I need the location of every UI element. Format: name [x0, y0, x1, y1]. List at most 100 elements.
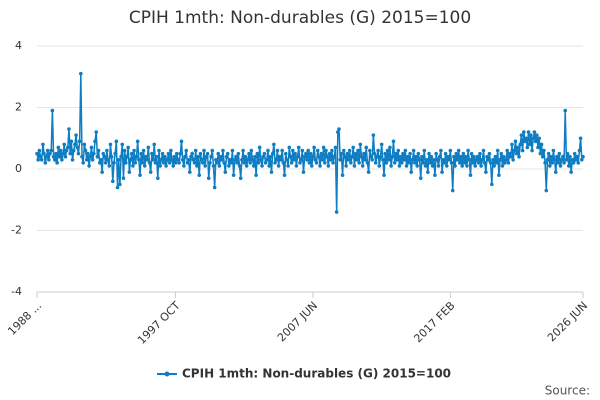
data-point	[262, 151, 267, 156]
data-point	[60, 157, 64, 162]
data-point	[154, 154, 159, 159]
data-point	[186, 157, 191, 162]
data-point	[390, 154, 395, 159]
data-point	[482, 161, 487, 165]
data-point	[501, 154, 506, 159]
data-point	[209, 154, 213, 159]
data-point	[346, 157, 351, 162]
data-point	[375, 154, 379, 159]
data-point	[173, 161, 178, 165]
data-point	[368, 148, 372, 153]
data-point	[274, 157, 279, 162]
data-point	[317, 154, 321, 159]
data-point	[93, 139, 97, 144]
data-point	[182, 164, 186, 168]
data-point	[353, 151, 358, 156]
data-point	[165, 157, 170, 162]
data-point	[157, 148, 161, 153]
data-point	[192, 161, 197, 165]
data-point	[439, 148, 443, 153]
data-point	[96, 148, 101, 153]
data-point	[309, 164, 314, 168]
data-point	[83, 148, 88, 153]
data-point	[210, 148, 215, 153]
data-point	[285, 157, 289, 162]
data-point	[201, 161, 205, 165]
data-point	[384, 161, 389, 165]
data-point	[277, 154, 282, 159]
data-point	[325, 154, 329, 159]
data-point	[47, 157, 51, 162]
data-point	[304, 151, 308, 156]
data-point	[571, 161, 576, 165]
data-point	[481, 148, 486, 153]
data-point	[307, 161, 312, 165]
data-point	[156, 176, 160, 181]
data-point	[237, 164, 242, 168]
data-point	[95, 154, 100, 159]
data-point	[249, 148, 254, 153]
legend-marker	[164, 371, 170, 377]
data-point	[453, 164, 457, 168]
data-point	[138, 173, 142, 177]
data-point	[443, 151, 448, 156]
data-point	[505, 148, 509, 153]
data-point	[472, 154, 476, 159]
data-point	[497, 173, 501, 177]
data-point	[79, 71, 83, 76]
data-point	[399, 161, 404, 165]
data-point	[460, 164, 464, 168]
data-point	[417, 157, 422, 162]
data-point	[339, 151, 344, 156]
data-point	[142, 164, 147, 168]
data-point	[461, 151, 466, 156]
data-point	[205, 151, 210, 156]
data-point	[294, 164, 299, 168]
data-point	[379, 142, 384, 147]
data-point	[392, 161, 397, 165]
data-point	[169, 148, 173, 153]
data-point	[403, 148, 408, 153]
data-point	[436, 164, 441, 168]
data-point	[466, 148, 470, 153]
data-point	[338, 157, 343, 162]
data-point	[146, 145, 151, 150]
data-point	[357, 161, 361, 165]
data-point	[295, 154, 300, 159]
data-point	[116, 157, 121, 162]
data-point	[183, 154, 187, 159]
data-point	[473, 164, 478, 168]
data-point	[264, 157, 269, 162]
data-point	[38, 154, 43, 159]
data-point	[511, 157, 515, 162]
data-point	[229, 161, 234, 165]
data-point	[465, 164, 469, 168]
data-point	[529, 133, 533, 137]
data-point	[89, 145, 94, 150]
data-point	[230, 148, 235, 153]
data-point	[58, 148, 63, 153]
data-point	[429, 154, 434, 159]
data-point	[532, 130, 537, 134]
data-point	[55, 161, 59, 165]
data-point	[133, 161, 138, 165]
data-point	[538, 151, 543, 156]
data-point	[378, 154, 383, 159]
data-point	[215, 161, 219, 165]
data-point	[391, 139, 396, 144]
data-point	[107, 164, 112, 168]
data-point	[514, 151, 519, 156]
data-point	[254, 173, 258, 177]
data-point	[540, 154, 545, 159]
data-point	[564, 157, 569, 162]
data-point	[147, 161, 152, 165]
data-point	[474, 157, 479, 162]
data-point	[462, 161, 467, 165]
data-point	[518, 142, 523, 147]
data-point	[313, 157, 318, 162]
data-point	[405, 154, 410, 159]
data-point	[199, 157, 204, 162]
data-point	[126, 145, 130, 150]
data-point	[575, 154, 579, 159]
data-point	[87, 164, 91, 168]
